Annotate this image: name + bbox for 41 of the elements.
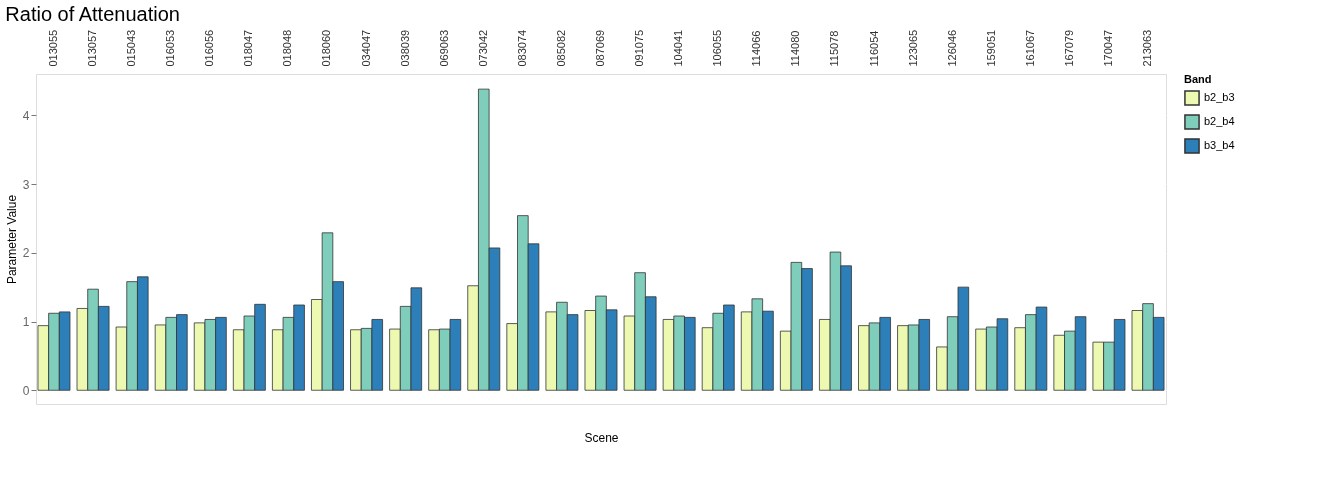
- x-tick-label: 159051: [984, 29, 997, 67]
- legend-label: b3_b4: [1204, 139, 1235, 151]
- chart-title: Ratio of Attenuation: [5, 3, 180, 26]
- x-tick-label: 015043: [125, 29, 138, 67]
- x-tick-label: 013055: [46, 29, 59, 67]
- y-tick-label: 0: [22, 383, 30, 398]
- x-tick-label: 106055: [711, 29, 724, 67]
- y-tick-label: 2: [22, 246, 30, 261]
- x-axis-title: Scene: [584, 430, 619, 445]
- x-tick-label: 123065: [906, 29, 919, 67]
- x-tick-label: 034047: [359, 29, 372, 67]
- x-tick-label: 016056: [203, 29, 216, 67]
- x-tick-label: 038039: [398, 29, 411, 67]
- y-axis-title: Parameter Value: [4, 194, 19, 285]
- x-tick-label: 016053: [164, 29, 177, 67]
- x-tick-label: 126046: [945, 29, 958, 67]
- x-tick-label: 018047: [242, 29, 255, 67]
- x-tick-label: 018048: [281, 29, 294, 67]
- x-tick-label: 104041: [672, 29, 685, 67]
- x-tick-label: 013057: [86, 29, 99, 67]
- y-tick-label: 4: [22, 108, 30, 123]
- x-tick-label: 115078: [828, 30, 841, 67]
- x-tick-label: 087069: [594, 29, 606, 67]
- x-tick-label: 091075: [633, 29, 646, 67]
- x-tick-label: 116054: [867, 30, 880, 67]
- x-tick-label: 069063: [437, 29, 450, 67]
- legend-label: b2_b3: [1204, 91, 1235, 103]
- x-tick-label: 161067: [1023, 29, 1036, 67]
- x-tick-label: 073042: [476, 29, 489, 67]
- x-tick-label: 213063: [1141, 29, 1154, 67]
- legend-title: Band: [1184, 73, 1212, 85]
- x-tick-label: 083074: [515, 29, 528, 67]
- x-tick-label: 167079: [1062, 29, 1075, 67]
- y-tick-label: 1: [22, 315, 30, 329]
- x-tick-label: 018060: [320, 29, 333, 67]
- x-tick-label: 114080: [789, 30, 802, 67]
- legend-label: b2_b4: [1204, 115, 1235, 127]
- y-tick-label: 3: [22, 177, 30, 192]
- x-tick-label: 085082: [554, 29, 567, 67]
- x-tick-label: 114066: [750, 30, 763, 67]
- x-tick-label: 170047: [1101, 29, 1114, 67]
